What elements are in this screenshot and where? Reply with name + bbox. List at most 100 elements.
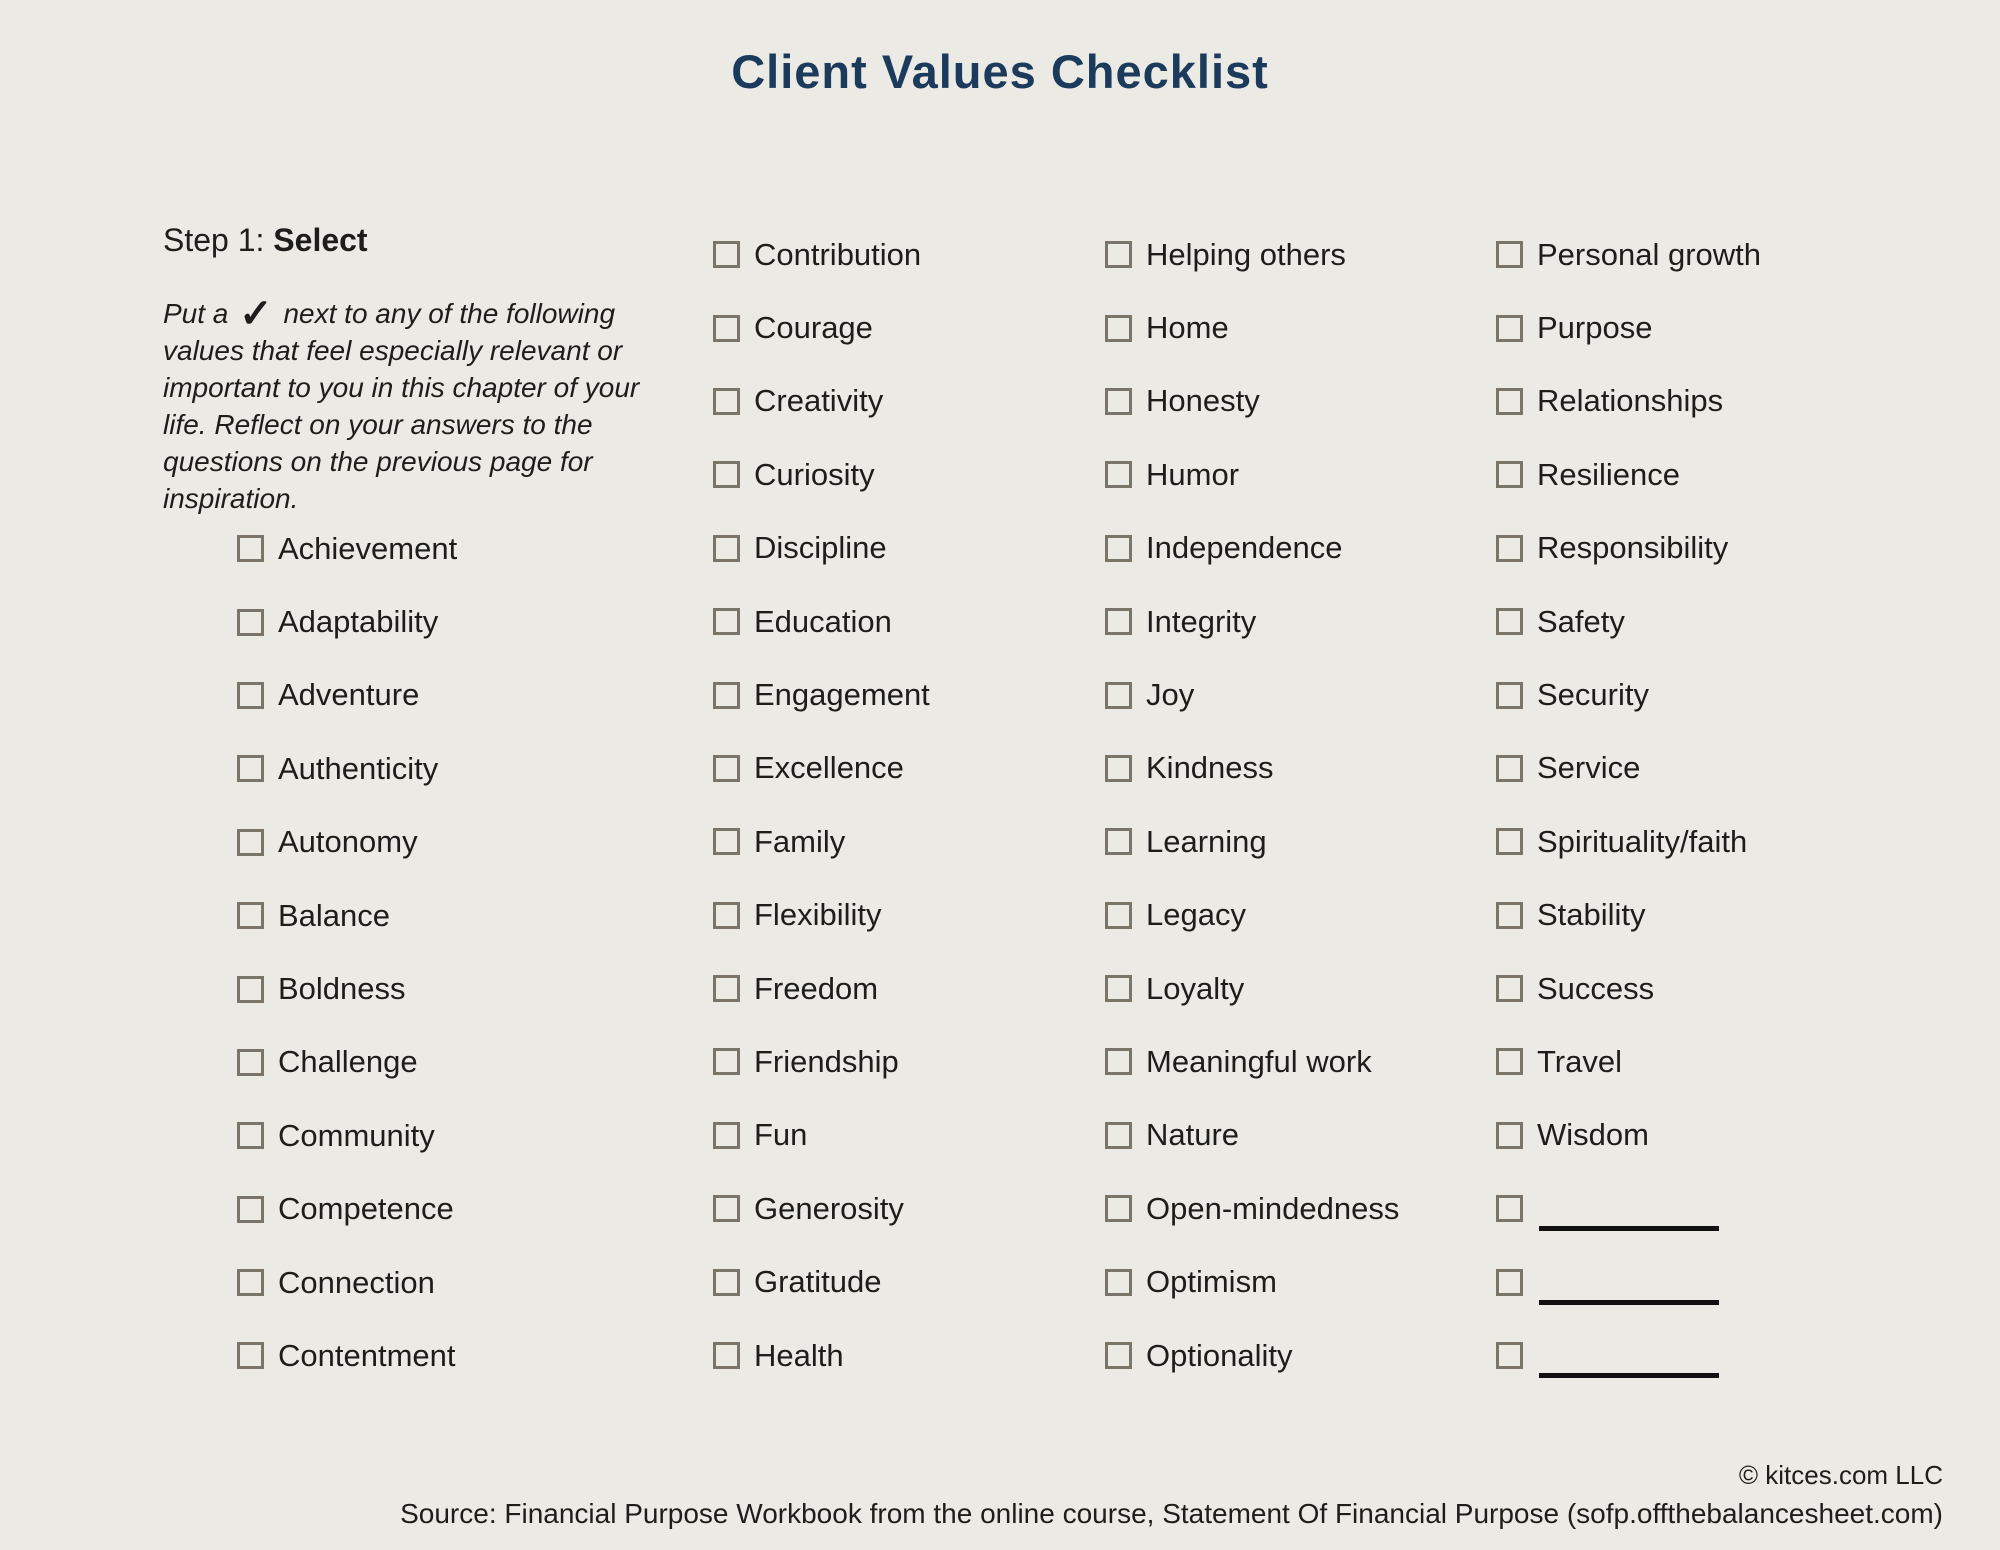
checkbox[interactable] [713,387,740,415]
checkbox[interactable] [1105,681,1132,709]
checkbox[interactable] [713,1048,740,1076]
checkbox[interactable] [1105,1121,1132,1149]
checkbox[interactable] [237,755,264,783]
checkbox[interactable] [237,975,264,1003]
step-heading-bold: Select [273,222,368,258]
checkbox[interactable] [713,754,740,782]
checkbox[interactable] [713,461,740,489]
value-item: Relationships [1496,365,1761,438]
checkbox[interactable] [1105,828,1132,856]
checkbox[interactable] [237,1048,264,1076]
write-in-line[interactable] [1539,1299,1719,1305]
write-in-line[interactable] [1539,1373,1719,1379]
value-item: Fun [713,1099,930,1172]
checkbox[interactable] [1105,1342,1132,1370]
value-label: Security [1537,677,1649,713]
checkbox[interactable] [1496,901,1523,929]
checkbox[interactable] [713,1268,740,1296]
checkbox[interactable] [1496,1195,1523,1223]
checkbox[interactable] [1105,608,1132,636]
checkbox[interactable] [1496,314,1523,342]
write-in-line[interactable] [1539,1226,1719,1232]
instructions-text: Put a ✓ next to any of the following val… [163,294,663,517]
checkbox[interactable] [237,902,264,930]
footer-source: Source: Financial Purpose Workbook from … [400,1498,1943,1529]
checkbox[interactable] [237,828,264,856]
checkbox[interactable] [1105,1268,1132,1296]
checkbox[interactable] [1105,901,1132,929]
value-item: Friendship [713,1025,930,1098]
value-label: Wisdom [1537,1117,1649,1153]
value-label: Discipline [754,530,887,566]
checkbox[interactable] [1496,387,1523,415]
checkbox[interactable] [237,608,264,636]
value-item: Creativity [713,365,930,438]
step-block: Step 1: Select Put a ✓ next to any of th… [163,222,663,517]
checkbox[interactable] [237,681,264,709]
checkbox[interactable] [1105,1195,1132,1223]
value-label: Personal growth [1537,236,1762,272]
checkbox[interactable] [713,828,740,856]
checkbox[interactable] [1496,975,1523,1003]
value-label: Engagement [754,677,930,713]
checkbox[interactable] [1496,1048,1523,1076]
checkbox[interactable] [237,1195,264,1223]
footer-copyright: © kitces.com LLC [1738,1460,1943,1490]
value-label: Balance [278,897,391,933]
checkbox[interactable] [713,241,740,269]
checkbox[interactable] [1105,754,1132,782]
value-item: Authenticity [237,732,457,805]
checkbox[interactable] [237,535,264,563]
step-heading: Step 1: Select [163,222,663,259]
checkbox[interactable] [1105,387,1132,415]
instructions-before: Put a [163,298,237,329]
checkbox[interactable] [713,534,740,562]
value-item: Home [1105,291,1399,364]
value-label: Adaptability [278,604,439,640]
checkbox[interactable] [713,901,740,929]
checkbox[interactable] [713,1195,740,1223]
checkbox[interactable] [1105,1048,1132,1076]
checkbox[interactable] [713,314,740,342]
checkbox[interactable] [237,1269,264,1297]
checkbox[interactable] [1496,754,1523,782]
value-label: Contentment [278,1337,456,1373]
instructions-after: next to any of the following values that… [163,298,640,514]
write-in-item [1496,1172,1761,1245]
value-item: Helping others [1105,218,1399,291]
checkbox[interactable] [713,1342,740,1370]
value-label: Gratitude [754,1264,882,1300]
checkbox[interactable] [1105,461,1132,489]
value-item: Connection [237,1246,457,1319]
checkbox[interactable] [713,608,740,636]
checkbox[interactable] [1496,461,1523,489]
value-item: Loyalty [1105,952,1399,1025]
checkbox[interactable] [1496,828,1523,856]
checkbox[interactable] [713,1121,740,1149]
checkbox[interactable] [1496,534,1523,562]
value-item: Achievement [237,512,457,585]
checkbox[interactable] [1496,241,1523,269]
checkbox[interactable] [237,1342,264,1370]
value-label: Achievement [278,530,458,566]
checkbox[interactable] [1105,314,1132,342]
checkbox[interactable] [237,1122,264,1150]
checkbox[interactable] [1496,1342,1523,1370]
value-label: Authenticity [278,750,439,786]
checkbox[interactable] [713,681,740,709]
checkbox[interactable] [713,975,740,1003]
value-label: Optimism [1146,1264,1277,1300]
value-item: Competence [237,1173,457,1246]
checkbox[interactable] [1496,681,1523,709]
value-label: Optionality [1146,1337,1293,1373]
checkbox[interactable] [1105,241,1132,269]
checkbox[interactable] [1496,1121,1523,1149]
checkbox[interactable] [1496,608,1523,636]
checkbox[interactable] [1105,975,1132,1003]
value-label: Helping others [1146,236,1346,272]
value-item: Spirituality/faith [1496,805,1761,878]
value-label: Fun [754,1117,808,1153]
checkbox[interactable] [1496,1268,1523,1296]
checkbox[interactable] [1105,534,1132,562]
